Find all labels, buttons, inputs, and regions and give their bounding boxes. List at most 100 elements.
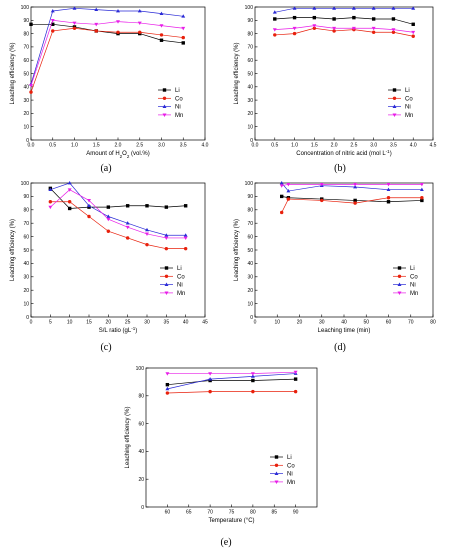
x-tick-label: 2.0 xyxy=(331,143,338,149)
legend-marker xyxy=(397,266,402,270)
y-tick-label: 90 xyxy=(23,194,29,200)
series-line xyxy=(281,182,422,192)
data-point xyxy=(293,377,298,381)
y-tick-label: 70 xyxy=(247,45,253,51)
data-point xyxy=(386,187,391,192)
x-tick-label: 20 xyxy=(106,320,112,326)
legend-label: Mn xyxy=(177,291,185,297)
data-point xyxy=(420,198,424,203)
x-axis-label-part: 2 xyxy=(120,154,123,159)
series-line xyxy=(30,19,184,86)
series-line xyxy=(30,7,184,85)
data-point xyxy=(183,246,188,251)
series-co xyxy=(273,26,415,38)
data-point xyxy=(50,8,55,13)
x-tick-label: 30 xyxy=(144,320,150,326)
data-point xyxy=(29,22,33,26)
x-tick-label: 0 xyxy=(254,320,257,326)
series-co xyxy=(29,26,185,94)
data-point xyxy=(273,17,277,21)
series-ni xyxy=(279,180,424,193)
x-axis-label-part: -1 xyxy=(131,326,135,331)
data-point xyxy=(116,20,120,24)
data-point xyxy=(286,182,291,187)
y-tick-label: 30 xyxy=(23,275,29,281)
y-tick-label: 10 xyxy=(247,125,253,131)
y-tick-label: 40 xyxy=(247,261,253,267)
x-tick-label: 70 xyxy=(408,320,414,326)
series-line xyxy=(50,182,186,236)
y-tick-label: 0 xyxy=(141,505,144,511)
data-point xyxy=(164,205,169,209)
x-axis-label: Concentration of nitric acid (mol L-1) xyxy=(296,149,391,158)
legend-marker xyxy=(274,455,279,459)
data-point xyxy=(67,188,72,192)
x-tick-label: 35 xyxy=(164,320,170,326)
data-point xyxy=(183,204,188,208)
data-point xyxy=(165,372,170,376)
plot-frame xyxy=(145,367,318,508)
x-axis-label-part: Concentration of nitric acid (mol L xyxy=(296,151,386,157)
legend-marker xyxy=(274,471,279,475)
legend-marker xyxy=(162,96,167,101)
data-point xyxy=(279,180,284,185)
x-tick-label: 0.5 xyxy=(49,143,56,149)
data-point xyxy=(72,21,77,25)
x-tick-label: 5 xyxy=(49,320,52,326)
data-point xyxy=(125,221,130,225)
data-point xyxy=(165,382,170,387)
y-tick-label: 30 xyxy=(247,98,253,104)
x-tick-label: 4.0 xyxy=(202,143,209,149)
legend-marker xyxy=(397,282,402,286)
y-tick-label: 90 xyxy=(247,194,253,200)
data-point xyxy=(67,200,72,204)
y-tick-label: 100 xyxy=(136,366,145,372)
x-tick-label: 40 xyxy=(341,320,347,326)
x-tick-label: 10 xyxy=(67,320,73,326)
data-point xyxy=(94,29,98,33)
data-point xyxy=(386,182,391,187)
series-line xyxy=(50,188,186,209)
series-line xyxy=(31,23,184,44)
y-tick-label: 100 xyxy=(21,5,30,11)
data-point xyxy=(411,22,415,26)
legend-marker xyxy=(397,291,402,295)
data-point xyxy=(353,184,358,189)
y-tick-label: 20 xyxy=(23,111,29,117)
legend: Li Co Ni Mn xyxy=(270,455,295,486)
x-tick-label: 60 xyxy=(165,510,171,516)
y-tick-label: 30 xyxy=(247,275,253,281)
series-li xyxy=(280,194,424,204)
x-axis-label: S/L ratio (gL-1) xyxy=(99,326,137,335)
y-axis-label: Leaching efficiency (%) xyxy=(234,43,240,105)
data-point xyxy=(164,246,169,251)
data-point xyxy=(106,217,111,222)
data-point xyxy=(159,11,164,16)
x-tick-label: 45 xyxy=(202,320,208,326)
y-tick-label: 70 xyxy=(23,45,29,51)
y-tick-label: 60 xyxy=(138,421,144,427)
series-line xyxy=(167,373,296,390)
data-point xyxy=(50,18,55,23)
data-point xyxy=(280,194,284,199)
y-tick-label: 20 xyxy=(247,111,253,117)
legend-label: Co xyxy=(177,274,185,280)
data-point xyxy=(371,6,376,10)
data-point xyxy=(51,22,55,26)
x-tick-label: 3.0 xyxy=(158,143,165,149)
data-point xyxy=(332,17,336,21)
data-point xyxy=(353,198,357,203)
y-tick-label: 50 xyxy=(23,248,29,254)
y-tick-label: 80 xyxy=(138,394,144,400)
data-point xyxy=(208,372,213,376)
y-tick-label: 90 xyxy=(247,18,253,24)
legend: Li Co Ni Mn xyxy=(388,88,413,119)
data-point xyxy=(106,205,111,209)
data-point xyxy=(273,33,277,37)
x-axis-label-part: O xyxy=(122,151,127,157)
x-tick-label: 1.5 xyxy=(311,143,318,149)
series-co xyxy=(48,200,188,251)
data-point xyxy=(386,200,391,204)
legend-label: Mn xyxy=(287,480,295,486)
series-line xyxy=(274,17,414,25)
